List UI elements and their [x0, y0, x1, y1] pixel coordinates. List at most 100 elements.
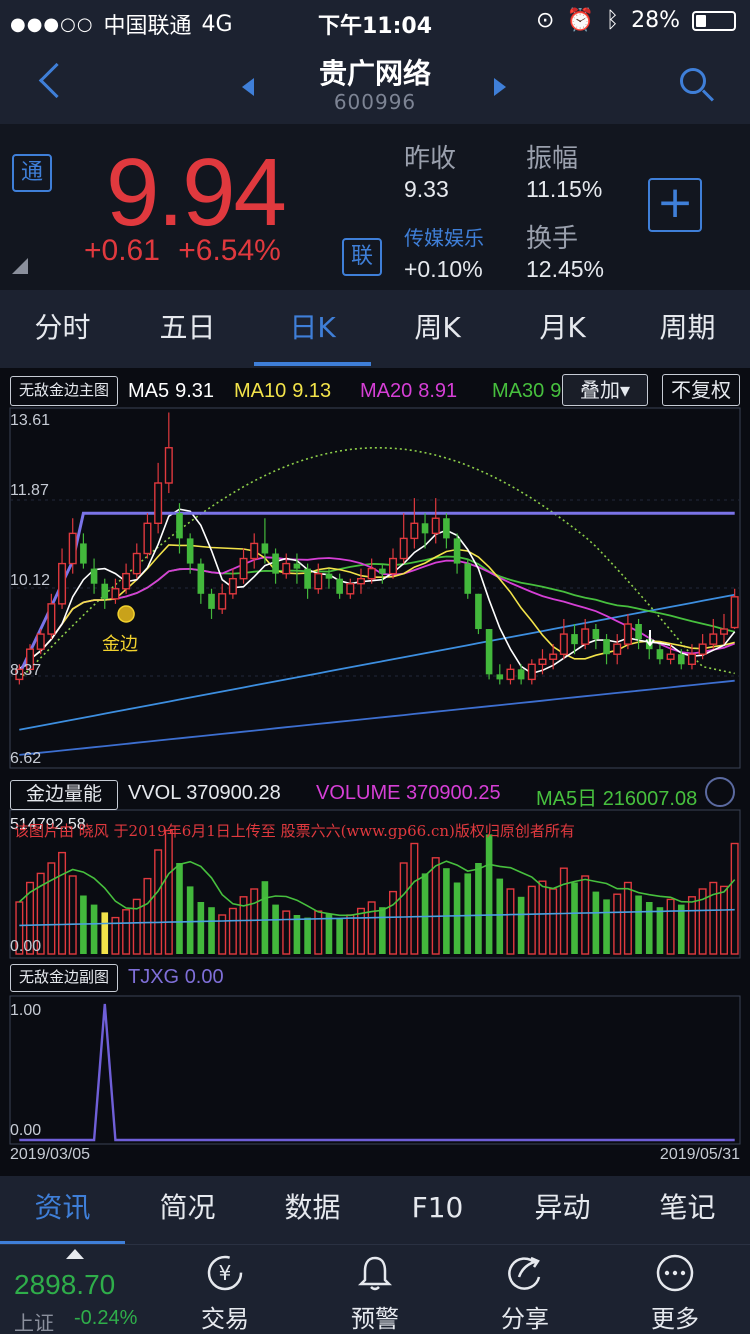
volume-bar: [164, 829, 173, 955]
kline-chart[interactable]: 无敌金边主图 MA5 9.31 MA10 9.13 MA20 8.91 MA30 9. 叠加▾…: [0, 368, 750, 1176]
volume-bar: [143, 877, 152, 955]
next-stock-button[interactable]: [494, 78, 506, 96]
candle-body: [464, 563, 472, 594]
candle-body: [261, 543, 269, 554]
period-tab[interactable]: 周K: [414, 311, 461, 344]
nav-share[interactable]: 分享: [450, 1245, 600, 1334]
period-tab[interactable]: 分时: [34, 311, 91, 344]
price-axis-label: 11.87: [10, 482, 49, 499]
volume-ma5-line: [18, 860, 736, 917]
amplitude-label: 振幅: [526, 144, 579, 174]
stock-name: 贵广网络: [318, 57, 431, 90]
candle-body: [613, 643, 622, 655]
carrier-name: 中国联通: [103, 14, 192, 39]
network-type: 4G: [201, 11, 233, 37]
candle-body: [635, 624, 642, 640]
battery-icon: [692, 10, 736, 31]
candle-body: [325, 573, 333, 579]
sub-axis-top: 1.00: [10, 1002, 42, 1019]
info-tab[interactable]: 简况: [159, 1191, 216, 1224]
amplitude-value: 11.15%: [526, 176, 603, 202]
signal-strength-icon: ●●●○○: [10, 13, 94, 35]
more-icon: [656, 1254, 694, 1292]
volume-bar: [603, 899, 610, 954]
info-tab[interactable]: 笔记: [659, 1191, 716, 1224]
sector-link[interactable]: 传媒娱乐: [404, 226, 484, 250]
candle-body: [399, 537, 408, 560]
nav-trade[interactable]: ¥ 交易: [150, 1245, 300, 1334]
market-index-ticker[interactable]: 2898.70 上证 -0.24%: [0, 1245, 150, 1334]
sub-indicator-button[interactable]: 无敌金边副图: [10, 964, 118, 992]
corner-triangle-icon: [12, 258, 28, 274]
period-tab[interactable]: 月K: [539, 311, 586, 344]
panel-frame: [9, 995, 741, 1145]
lian-badge[interactable]: 联: [342, 238, 382, 276]
candle-body: [559, 633, 568, 655]
info-tab[interactable]: 异动: [534, 1191, 591, 1224]
turnover-label: 换手: [526, 224, 579, 254]
nav-alert[interactable]: 预警: [300, 1245, 450, 1334]
quote-panel: 通 9.94 +0.61 +6.54% 联 昨收 9.33 振幅 11.15% …: [0, 124, 750, 290]
info-tab[interactable]: F10: [411, 1191, 464, 1224]
candle-body: [356, 577, 365, 585]
volume-bar: [325, 913, 333, 954]
period-tabs: 分时 五日 日K 周K 月K 周期: [0, 290, 750, 368]
volume-bar: [431, 857, 440, 955]
volume-bar: [464, 873, 472, 954]
add-watchlist-button[interactable]: +: [648, 178, 702, 232]
info-tab[interactable]: 资讯: [0, 1176, 125, 1244]
volume-bar: [666, 898, 675, 955]
candle-body: [272, 553, 279, 574]
chart-canvas[interactable]: [0, 368, 750, 1176]
period-tab[interactable]: 日K: [250, 290, 375, 368]
main-indicator-button[interactable]: 无敌金边主图: [10, 376, 118, 406]
candle-body: [592, 629, 600, 640]
price-axis-label: 8.37: [10, 662, 42, 679]
volume-legend: 金边量能 VVOL 370900.28 VOLUME 370900.25 MA5…: [0, 778, 750, 812]
adjust-price-button[interactable]: 不复权: [662, 374, 740, 406]
volume-bar: [36, 872, 45, 955]
candle-body: [603, 639, 610, 655]
candle-body: [506, 668, 515, 681]
prev-close-label: 昨收: [404, 144, 457, 174]
date-start-label: 2019/03/05: [10, 1146, 91, 1163]
overlay-button[interactable]: 叠加▾: [562, 374, 648, 406]
candle-body: [228, 577, 237, 595]
candle-body: [239, 557, 248, 580]
ma5-volume-label: MA5日 216007.08: [536, 788, 698, 810]
volume-bar: [698, 888, 707, 955]
candle-body: [304, 568, 311, 589]
ma-legend-item: MA30 9.: [492, 380, 567, 402]
candle-body: [698, 643, 707, 655]
volume-bar: [186, 886, 194, 954]
volume-bar: [645, 902, 653, 954]
candle-body: [581, 628, 590, 645]
candle-body: [293, 563, 301, 569]
ma-legend: 无敌金边主图 MA5 9.31 MA10 9.13 MA20 8.91 MA30 9.: [0, 374, 750, 406]
search-button[interactable]: [676, 64, 716, 104]
candle-body: [709, 633, 718, 645]
prev-stock-button[interactable]: [242, 78, 254, 96]
volume-bar: [687, 896, 696, 955]
sector-change: +0.10%: [404, 256, 483, 282]
candle-body: [15, 668, 24, 681]
stock-header: 贵广网络 600996: [0, 40, 750, 124]
candle-body: [389, 557, 398, 575]
volume-indicator-button[interactable]: 金边量能: [10, 780, 118, 810]
candle-body: [164, 447, 173, 484]
price-axis-label: 6.62: [10, 750, 42, 767]
volume-bar: [559, 867, 568, 955]
battery-fill: [696, 14, 707, 27]
volume-bar: [26, 881, 35, 955]
nav-more[interactable]: 更多: [600, 1245, 750, 1334]
volume-bar: [549, 888, 558, 955]
ma-legend-item: MA10 9.13: [234, 380, 332, 402]
status-bar: ●●●○○ 中国联通 4G 下午11:04 ⊙ ⏰ ᛒ 28%: [0, 0, 750, 40]
tong-badge[interactable]: 通: [12, 154, 52, 192]
info-tab[interactable]: 数据: [284, 1191, 341, 1224]
ma20-line: [18, 556, 736, 670]
period-tab[interactable]: 周期: [659, 311, 716, 344]
candle-body: [218, 593, 227, 610]
period-tab[interactable]: 五日: [159, 311, 216, 344]
volume-bar: [228, 907, 237, 955]
